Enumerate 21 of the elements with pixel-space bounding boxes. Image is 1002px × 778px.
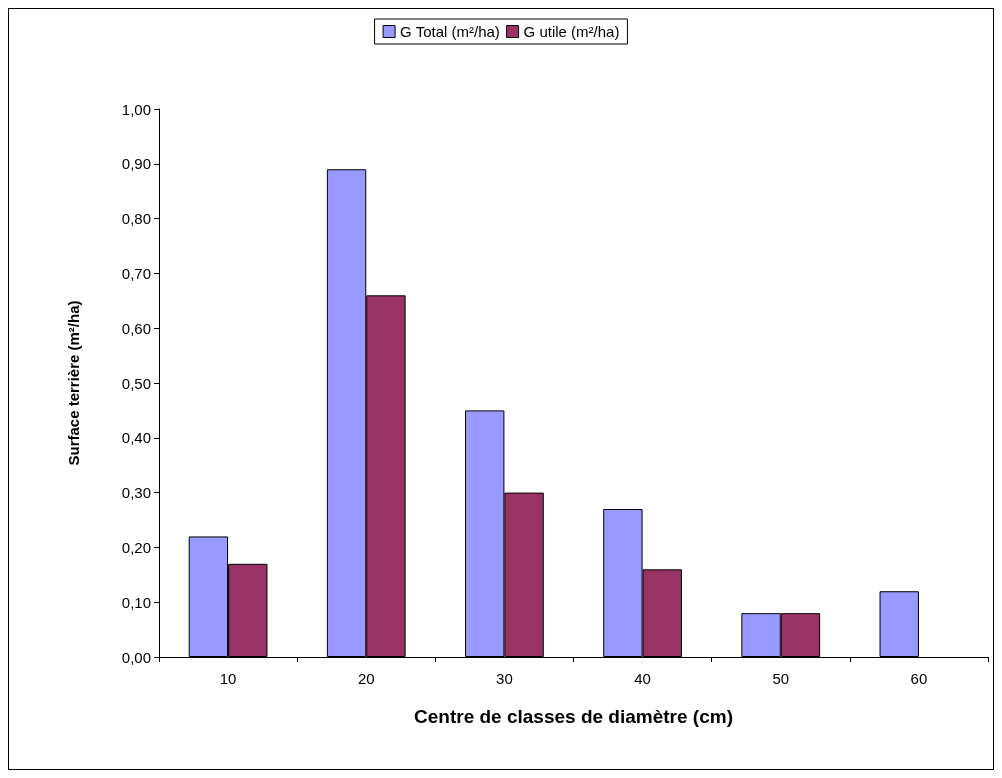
y-tick-label: 0,20 bbox=[121, 538, 151, 556]
x-axis-title: Centre de classes de diamètre (cm) bbox=[414, 706, 733, 727]
legend-label: G utile (m²/ha) bbox=[523, 23, 620, 40]
x-tick-label: 10 bbox=[219, 670, 237, 687]
y-tick-label: 0,40 bbox=[121, 429, 151, 447]
x-tick-label: 20 bbox=[357, 670, 375, 687]
y-tick-label: 0,70 bbox=[121, 264, 151, 282]
x-tick-label: 60 bbox=[910, 670, 928, 687]
y-tick-label: 1,00 bbox=[121, 100, 151, 118]
y-tick-label: 0,10 bbox=[121, 593, 151, 611]
y-axis-title: Surface terrière (m²/ha) bbox=[65, 300, 82, 466]
y-tick-label: 0,80 bbox=[121, 210, 151, 228]
y-tick-label: 0,60 bbox=[121, 319, 151, 337]
y-tick-label: 0,50 bbox=[121, 374, 151, 392]
y-tick-label: 0,30 bbox=[121, 484, 151, 502]
x-tick-label: 50 bbox=[772, 670, 790, 687]
y-tick-label: 0,00 bbox=[121, 648, 151, 666]
x-tick-label: 30 bbox=[496, 670, 513, 687]
legend-label: G Total (m²/ha) bbox=[400, 23, 500, 40]
x-tick-label: 40 bbox=[634, 670, 651, 687]
y-tick-label: 0,90 bbox=[121, 155, 151, 173]
